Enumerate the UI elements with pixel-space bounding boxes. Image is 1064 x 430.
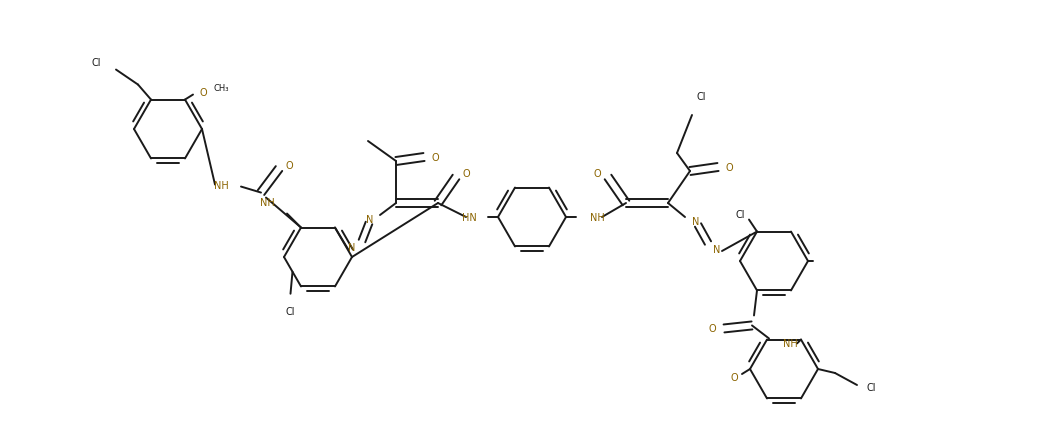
Text: Cl: Cl xyxy=(735,209,745,219)
Text: NH: NH xyxy=(214,180,229,190)
Text: O: O xyxy=(432,153,439,163)
Text: N: N xyxy=(713,244,720,255)
Text: Cl: Cl xyxy=(867,382,877,392)
Text: N: N xyxy=(692,216,699,227)
Text: O: O xyxy=(594,169,601,178)
Text: Cl: Cl xyxy=(286,306,295,316)
Text: O: O xyxy=(726,163,733,172)
Text: HN: HN xyxy=(462,212,477,222)
Text: Cl: Cl xyxy=(697,92,706,102)
Text: N: N xyxy=(348,243,355,252)
Text: O: O xyxy=(286,160,294,170)
Text: NH: NH xyxy=(591,212,604,222)
Text: O: O xyxy=(463,169,470,178)
Text: CH₃: CH₃ xyxy=(213,84,229,93)
Text: NH: NH xyxy=(783,339,798,349)
Text: N: N xyxy=(366,215,373,224)
Text: Cl: Cl xyxy=(92,58,101,68)
Text: O: O xyxy=(730,372,738,382)
Text: NH: NH xyxy=(261,197,275,207)
Text: O: O xyxy=(709,324,716,334)
Text: O: O xyxy=(199,87,206,97)
